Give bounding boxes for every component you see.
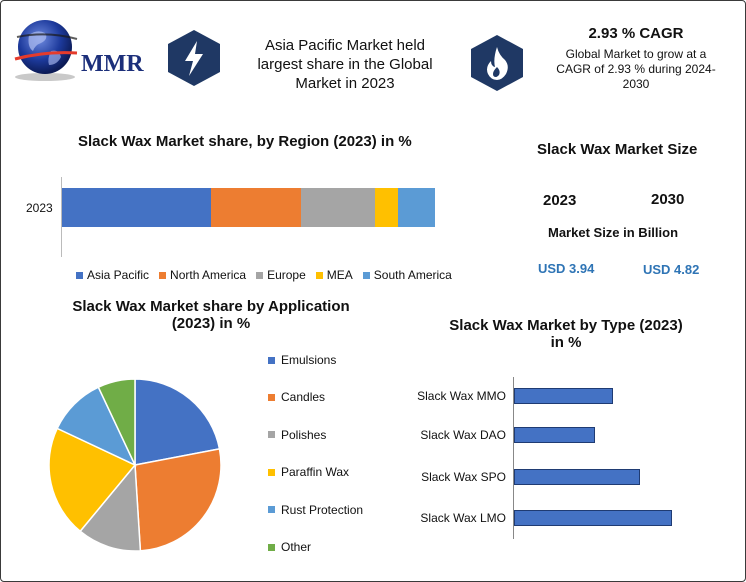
application-legend-item: Emulsions <box>268 353 336 367</box>
type-bar-chart: Slack Wax MMO Slack Wax DAO Slack Wax SPO S… <box>396 377 716 539</box>
lightning-badge <box>168 30 220 86</box>
cagr-desc-line-1: Global Market to grow at a <box>565 47 707 61</box>
legend-label: South America <box>373 268 452 282</box>
flame-badge <box>471 35 523 91</box>
region-stacked-bar <box>62 188 435 227</box>
legend-label: Emulsions <box>281 353 337 367</box>
region-legend-item: Asia Pacific <box>76 268 149 282</box>
flame-icon <box>487 47 508 80</box>
legend-swatch <box>256 271 264 279</box>
legend-label: Other <box>281 540 312 554</box>
type-category-label: Slack Wax DAO <box>420 428 506 442</box>
region-year-label: 2023 <box>26 201 53 215</box>
legend-swatch <box>76 271 83 279</box>
region-bar-segment-south-america <box>397 188 435 227</box>
headline: Asia Pacific Market held largest share i… <box>245 36 445 93</box>
region-bar-segment-asia-pacific <box>62 188 212 227</box>
type-title-line-1: Slack Wax Market by Type (2023) <box>449 317 683 334</box>
application-title-line-1: Slack Wax Market share by Application <box>72 298 350 315</box>
legend-swatch <box>268 356 275 364</box>
legend-swatch <box>268 543 275 551</box>
application-chart-title: Slack Wax Market share by Application (2… <box>41 298 381 332</box>
region-legend-item: MEA <box>315 268 353 282</box>
pie-slice-candles <box>134 448 222 552</box>
legend-label: Rust Protection <box>281 502 364 517</box>
application-title-line-2: (2023) in % <box>171 315 251 332</box>
type-bar-slack-wax-spo <box>514 469 640 485</box>
application-legend-item: Polishes <box>268 428 326 442</box>
application-pie-chart <box>48 378 222 552</box>
region-legend-item: Europe <box>256 268 306 282</box>
type-title-line-2: in % <box>550 334 582 351</box>
legend-swatch <box>315 271 323 279</box>
headline-line-3: Market in 2023 <box>295 75 395 92</box>
legend-label: Candles <box>281 390 326 405</box>
legend-label: Europe <box>267 268 306 282</box>
headline-line-1: Asia Pacific Market held <box>264 37 426 54</box>
market-size-value-2030: USD 4.82 <box>643 262 700 277</box>
globe-icon <box>14 20 78 81</box>
cagr-desc-line-2: CAGR of 2.93 % during 2024- <box>556 62 716 76</box>
legend-label: MEA <box>326 268 353 282</box>
legend-label: Asia Pacific <box>87 268 150 282</box>
region-bar-segment-north-america <box>211 188 301 227</box>
region-legend-item: South America <box>362 268 452 282</box>
market-size-subtitle: Market Size in Billion <box>548 225 679 240</box>
pie-slice-emulsions <box>134 378 221 466</box>
region-bar-segment-europe <box>300 188 376 227</box>
lightning-icon <box>185 41 203 76</box>
region-bar-segment-mea <box>375 188 398 227</box>
cagr-description: Global Market to grow at a CAGR of 2.93 … <box>531 47 741 92</box>
type-bar-slack-wax-lmo <box>514 510 672 526</box>
legend-swatch <box>362 271 370 279</box>
logo-text: MMR <box>81 51 144 77</box>
pie-slice-polishes <box>79 463 142 552</box>
type-chart-title: Slack Wax Market by Type (2023) in % <box>431 317 701 351</box>
legend-label: Paraffin Wax <box>281 465 350 480</box>
type-category-label: Slack Wax MMO <box>417 389 506 403</box>
type-category-label: Slack Wax LMO <box>420 511 506 525</box>
legend-label: Polishes <box>281 427 327 442</box>
region-chart-title: Slack Wax Market share, by Region (2023)… <box>78 133 412 150</box>
cagr-block: 2.93 % CAGR Global Market to grow at a C… <box>531 25 741 92</box>
market-size-title: Slack Wax Market Size <box>537 141 698 158</box>
region-legend: Asia Pacific North America Europe MEA South … <box>76 268 462 282</box>
type-bar-slack-wax-dao <box>514 427 595 443</box>
legend-swatch <box>268 431 275 439</box>
market-size-value-2023: USD 3.94 <box>538 261 595 276</box>
legend-swatch <box>268 468 275 476</box>
legend-swatch <box>268 506 275 514</box>
type-bar-slack-wax-mmo <box>514 388 613 404</box>
type-category-label: Slack Wax SPO <box>421 470 506 484</box>
cagr-desc-line-3: 2030 <box>622 77 650 91</box>
pie-slice-other <box>97 378 136 466</box>
application-legend-item: Candles <box>268 390 325 404</box>
application-legend-item: Paraffin Wax <box>268 465 349 479</box>
application-legend-item: Rust Protection <box>268 503 363 517</box>
market-size-year-2030: 2030 <box>651 191 685 208</box>
cagr-title: 2.93 % CAGR <box>588 25 684 42</box>
legend-swatch <box>159 271 167 279</box>
logo: MMR <box>11 15 151 85</box>
region-axis-line <box>61 177 62 257</box>
market-size-year-2023: 2023 <box>543 192 577 209</box>
legend-label: North America <box>170 268 247 282</box>
region-legend-item: North America <box>159 268 246 282</box>
pie-slice-paraffin-wax <box>48 427 137 533</box>
legend-swatch <box>268 393 275 401</box>
type-axis-line <box>513 377 514 539</box>
headline-line-2: largest share in the Global <box>257 56 433 73</box>
application-legend-item: Other <box>268 540 311 554</box>
